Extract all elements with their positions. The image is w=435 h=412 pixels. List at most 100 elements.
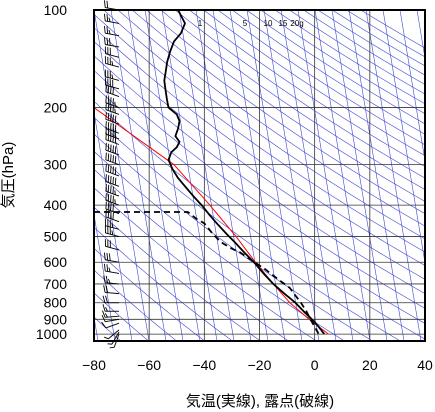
y-tick-label: 100: [44, 2, 68, 18]
wind-barb: [102, 310, 120, 318]
mixing-ratio-line: [178, 10, 235, 341]
dry-adiabat-line: [94, 13, 425, 253]
wind-barb: [104, 239, 120, 251]
dry-adiabat-line: [232, 10, 425, 135]
dry-adiabat-line: [94, 117, 401, 341]
dry-adiabat-line: [189, 10, 425, 168]
wind-barb: [104, 56, 120, 68]
dry-adiabat-line: [94, 247, 205, 341]
dry-adiabat-line: [317, 10, 425, 76]
mixing-ratio-line: [263, 10, 320, 341]
mixing-ratio-line: [382, 10, 425, 265]
dry-adiabat-line: [94, 133, 373, 341]
dry-adiabat-line: [217, 10, 425, 146]
y-tick-label: 500: [44, 229, 68, 245]
wind-barb: [105, 84, 120, 98]
wind-barb: [105, 112, 120, 125]
wind-barb: [105, 126, 120, 140]
mixing-ratio-label: 10: [264, 19, 273, 28]
wind-barb: [105, 193, 120, 206]
wind-barb: [104, 37, 120, 48]
wind-barbs: [101, 0, 120, 349]
y-axis-title: 気圧(hPa): [0, 142, 17, 209]
mixing-ratio-label: 20g: [290, 19, 303, 28]
dry-adiabat-line: [94, 206, 261, 341]
wind-barb: [105, 95, 120, 108]
grid-lines: [94, 10, 425, 341]
dry-adiabat-line: [94, 292, 149, 341]
mixing-ratio-line: [314, 10, 371, 341]
dry-adiabat-line: [94, 150, 345, 341]
mixing-ratio-line: [348, 10, 405, 341]
x-tick-labels: −80 −60 −40 −20 0 20 40: [82, 357, 433, 373]
y-tick-label: 600: [44, 254, 68, 270]
dry-adiabat-line: [94, 226, 233, 341]
dry-adiabat-and-isotherm-lines: [94, 10, 425, 341]
mixing-ratio-line: [144, 10, 201, 341]
wind-barb: [105, 121, 120, 134]
wind-barb: [105, 102, 120, 115]
wind-barb: [105, 183, 120, 197]
x-tick-label: 20: [362, 357, 378, 373]
dry-adiabat-line: [246, 10, 425, 125]
wind-barb: [107, 331, 120, 345]
dry-adiabat-line: [94, 100, 425, 340]
dewpoint-line: [94, 211, 320, 335]
wind-barb: [101, 314, 120, 323]
wind-barb: [105, 163, 120, 177]
temperature-line: [163, 10, 326, 335]
mixing-ratio-line: [110, 10, 167, 341]
plot-frame: [93, 9, 426, 342]
wind-barb: [104, 69, 120, 81]
dry-adiabat-line: [94, 187, 289, 341]
parcel-line: [94, 107, 329, 335]
dry-adiabat-line: [203, 10, 425, 156]
mixing-ratio-line: [365, 10, 422, 341]
x-tick-label: −60: [137, 357, 161, 373]
wind-barb: [105, 174, 120, 187]
x-tick-label: −80: [82, 357, 106, 373]
wind-barb: [104, 77, 120, 90]
wind-barb: [101, 321, 120, 329]
dry-adiabat-line: [274, 10, 425, 105]
mixing-ratio-line: [399, 10, 425, 163]
x-axis-title: 気温(実線), 露点(破線): [186, 393, 334, 410]
dry-adiabat-line: [117, 10, 425, 227]
mixing-ratio-line: [161, 10, 218, 341]
dry-adiabat-line: [332, 10, 425, 67]
x-tick-label: 40: [417, 357, 433, 373]
wind-barb: [104, 13, 120, 24]
dry-adiabat-line: [94, 269, 177, 341]
wind-barb: [104, 252, 120, 263]
mixing-ratio-label: 1: [198, 19, 203, 28]
dry-adiabat-line: [103, 10, 425, 240]
dry-adiabat-line: [94, 168, 317, 341]
mixing-ratio-line: [127, 10, 184, 341]
profile-lines: [94, 10, 329, 335]
mixing-ratio-labels: 1 5 10 15 20g: [198, 19, 304, 28]
mixing-ratio-line: [195, 10, 252, 341]
x-tick-label: −40: [192, 357, 216, 373]
dry-adiabat-line: [94, 27, 425, 266]
mixing-ratio-label: 5: [243, 19, 248, 28]
y-tick-label: 1000: [36, 326, 67, 342]
dry-adiabat-line: [175, 10, 425, 179]
mixing-ratio-label: 15: [279, 19, 288, 28]
y-tick-label: 200: [44, 100, 68, 116]
y-tick-label: 700: [44, 276, 68, 292]
mixing-ratio-line: [331, 10, 388, 341]
wind-barb: [105, 152, 120, 166]
x-tick-label: −20: [248, 357, 272, 373]
wind-barb: [104, 25, 120, 37]
wind-barb: [105, 201, 120, 215]
wind-barb: [103, 329, 120, 340]
mixing-ratio-line: [94, 110, 133, 341]
mixing-ratio-line: [94, 10, 150, 341]
x-tick-label: 0: [311, 357, 319, 373]
dry-adiabat-line: [94, 70, 425, 309]
dry-adiabat-line: [132, 10, 425, 214]
y-tick-label: 300: [44, 157, 68, 173]
dry-adiabat-line: [260, 10, 425, 115]
mixing-ratio-line: [297, 10, 354, 341]
